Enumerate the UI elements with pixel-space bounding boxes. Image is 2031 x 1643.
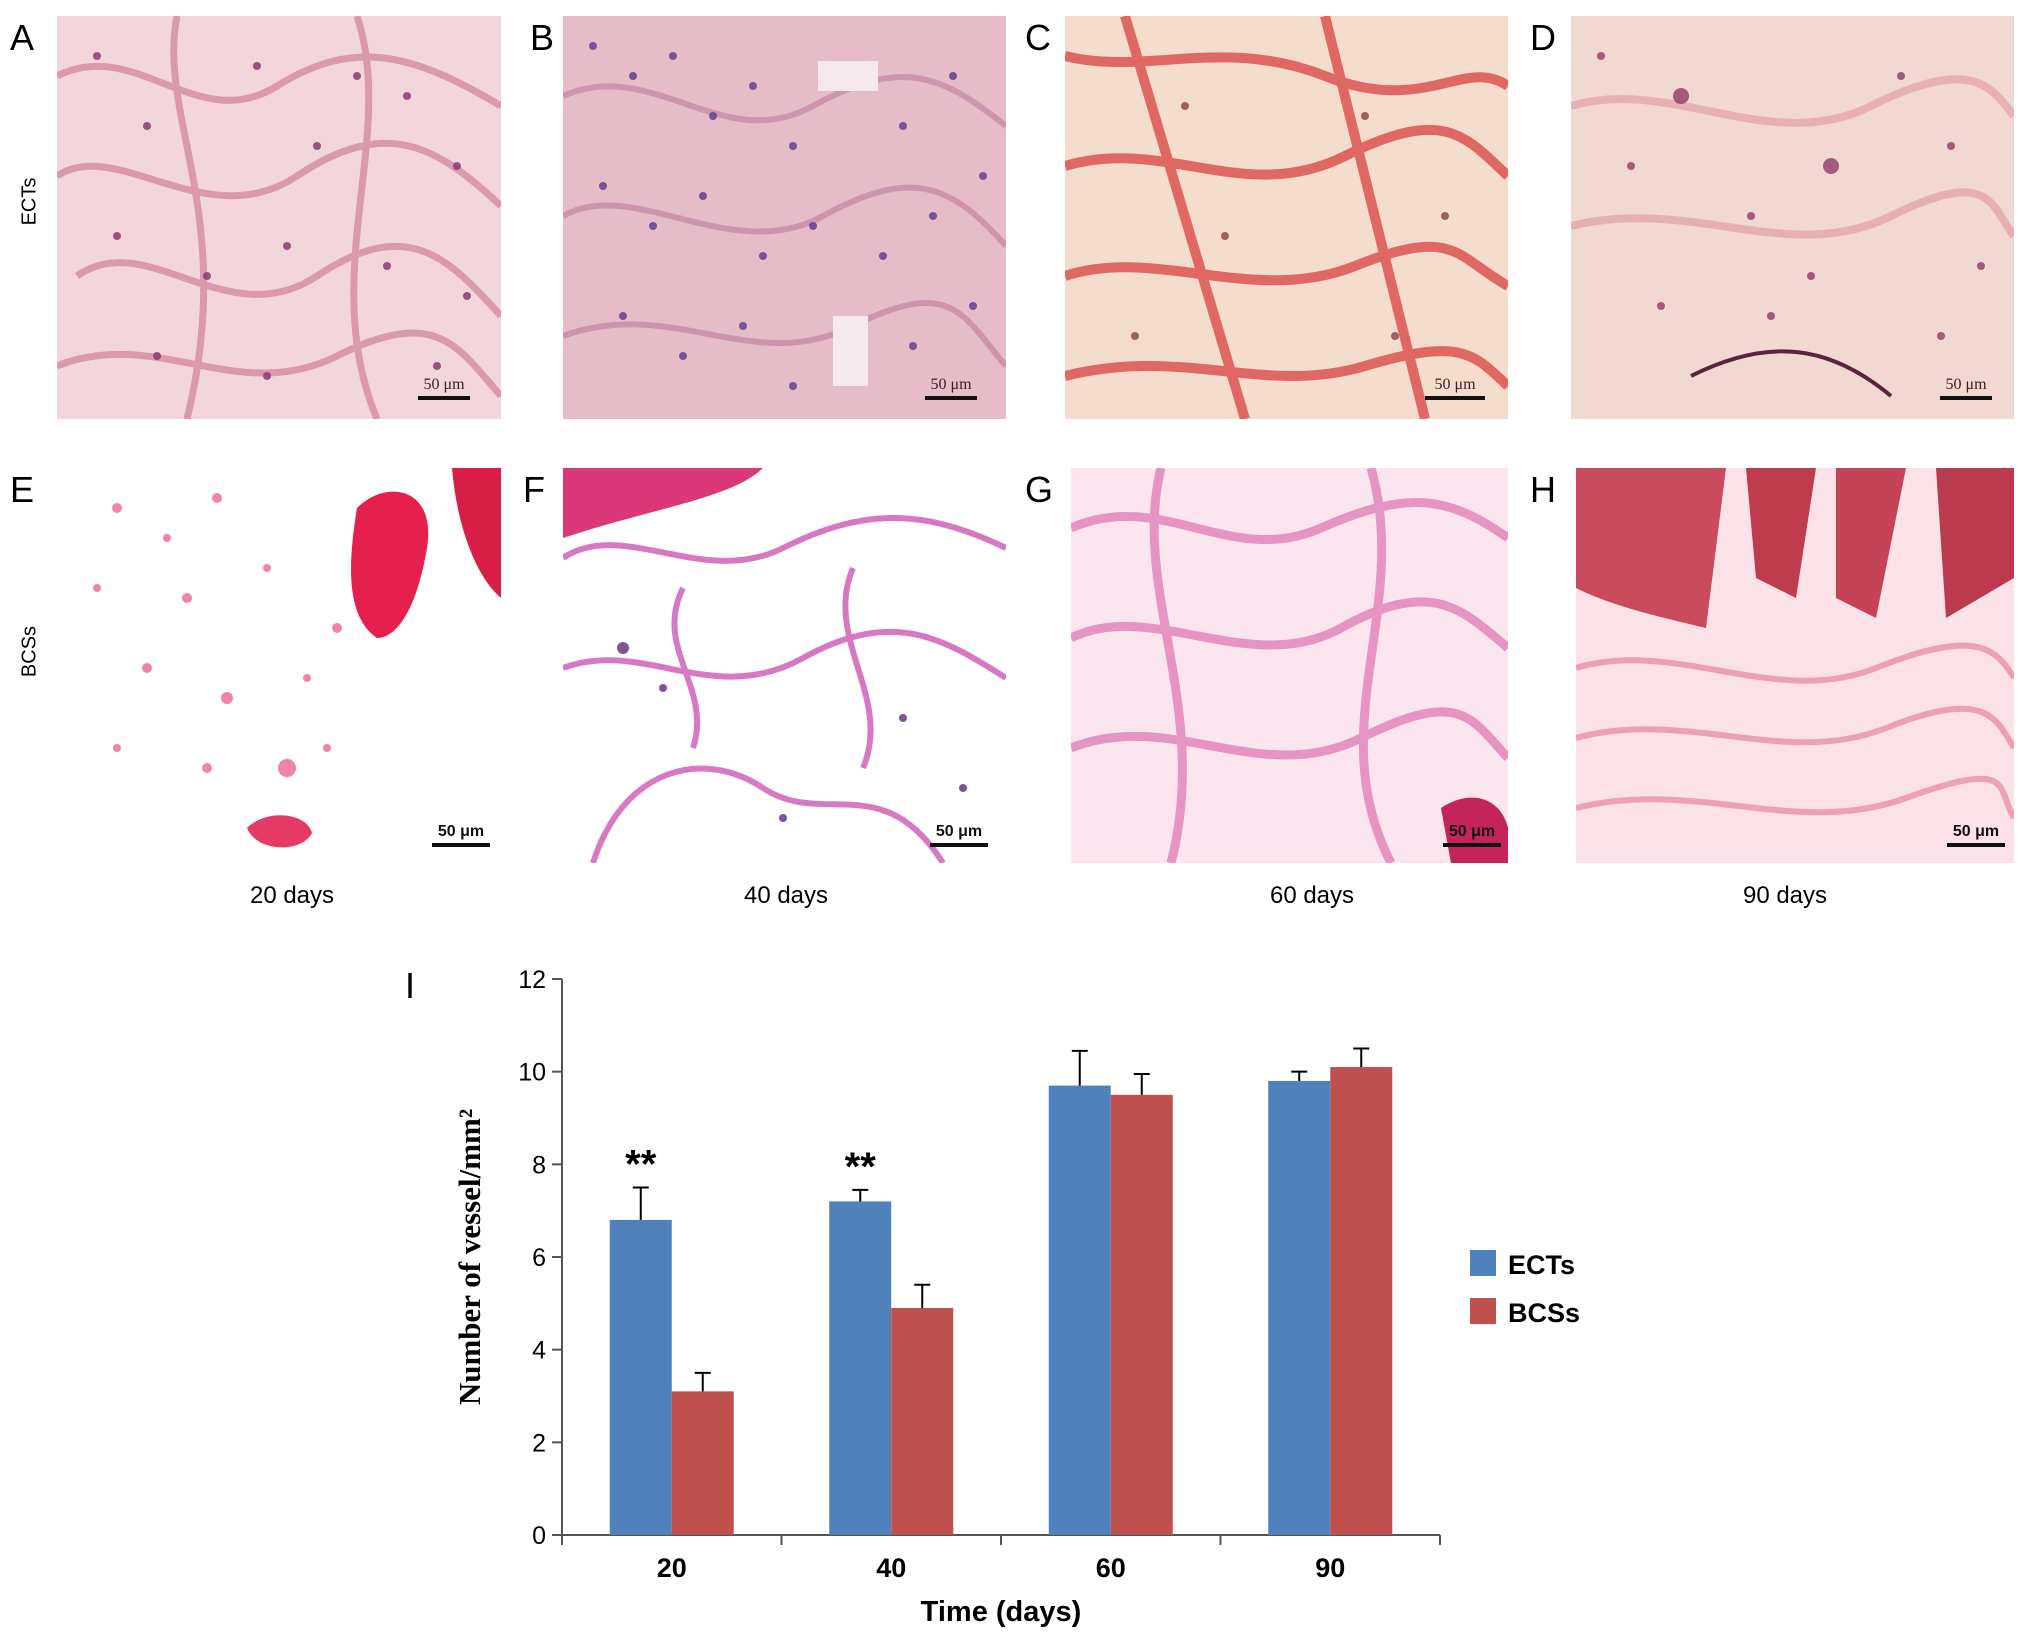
micrograph-a (57, 16, 501, 419)
scale-bar-g-line (1443, 843, 1501, 847)
x-tick-label-60: 60 (1096, 1553, 1126, 1583)
scale-bar-h: 50 μm (1947, 823, 2005, 847)
scale-bar-f-line (930, 843, 988, 847)
bar-ects-90 (1268, 1080, 1331, 1535)
micrograph-b (563, 16, 1006, 419)
micrograph-f-texture (563, 468, 1006, 863)
micrograph-c-texture (1065, 16, 1508, 419)
bar-ects-60 (1048, 1085, 1111, 1535)
panel-letter-e: E (10, 469, 35, 510)
scale-bar-a: 50 μm (418, 376, 470, 400)
bar-bcss-90 (1330, 1067, 1393, 1535)
scale-bar-f-label: 50 μm (935, 823, 983, 840)
y-tick-label-12: 12 (518, 966, 546, 994)
panel-letter-b: B (530, 17, 555, 58)
scale-bar-e: 50 μm (432, 823, 490, 847)
micrograph-h-texture (1576, 468, 2014, 863)
scale-bar-c-line (1425, 396, 1485, 400)
panel-letter-h: H (1530, 469, 1556, 510)
micrograph-b-texture (563, 16, 1006, 419)
day-label-90: 90 days (1742, 882, 1828, 909)
micrograph-h (1576, 468, 2014, 863)
scale-bar-b: 50 μm (925, 376, 977, 400)
scale-bar-g: 50 μm (1443, 823, 1501, 847)
micrograph-g (1071, 468, 1508, 863)
micrograph-e (57, 468, 501, 863)
scale-bar-a-label: 50 μm (423, 376, 465, 393)
scale-bar-d-label: 50 μm (1945, 376, 1987, 393)
bar-bcss-60 (1110, 1094, 1173, 1535)
day-label-40: 40 days (743, 882, 829, 909)
panel-letter-c: C (1025, 17, 1051, 58)
legend-label-bcss: BCSs (1508, 1298, 1580, 1328)
panel-letter-g: G (1025, 469, 1054, 510)
scale-bar-d: 50 μm (1940, 376, 1992, 400)
legend-swatch-bcss (1470, 1298, 1496, 1324)
x-tick-label-40: 40 (876, 1553, 906, 1583)
day-label-60: 60 days (1269, 882, 1355, 909)
bar-bcss-20 (671, 1391, 734, 1535)
bar-ects-20 (609, 1219, 672, 1535)
micrograph-a-texture (57, 16, 501, 419)
scale-bar-c-label: 50 μm (1434, 376, 1476, 393)
panel-letter-a: A (10, 17, 35, 58)
scale-bar-h-line (1947, 843, 2005, 847)
panel-letter-i: I (405, 965, 416, 1006)
scale-bar-h-label: 50 μm (1952, 823, 2000, 840)
significance-marker-40: ** (845, 1145, 877, 1189)
y-tick-label-10: 10 (518, 1059, 546, 1087)
scale-bar-a-line (418, 396, 470, 400)
y-tick-label-2: 2 (532, 1429, 546, 1457)
y-tick-label-4: 4 (532, 1337, 546, 1365)
panel-letter-f: F (523, 469, 545, 510)
day-label-20: 20 days (249, 882, 335, 909)
significance-marker-20: ** (625, 1143, 657, 1187)
x-tick-label-90: 90 (1315, 1553, 1345, 1583)
bar-ects-40 (829, 1201, 892, 1535)
scale-bar-d-line (1940, 396, 1992, 400)
y-tick-label-6: 6 (532, 1244, 546, 1272)
scale-bar-b-label: 50 μm (930, 376, 972, 393)
scale-bar-b-line (925, 396, 977, 400)
scale-bar-c: 50 μm (1425, 376, 1485, 400)
panel-letter-d: D (1530, 17, 1556, 58)
micrograph-c (1065, 16, 1508, 419)
y-tick-label-8: 8 (532, 1151, 546, 1179)
scale-bar-e-line (432, 843, 490, 847)
micrograph-d (1571, 16, 2014, 419)
x-axis-title: Time (days) (921, 1596, 1082, 1628)
y-tick-label-0: 0 (532, 1522, 546, 1550)
micrograph-d-texture (1571, 16, 2014, 419)
legend-swatch-ects (1470, 1250, 1496, 1276)
scale-bar-e-label: 50 μm (437, 823, 485, 840)
micrograph-g-texture (1071, 468, 1508, 863)
scale-bar-f: 50 μm (930, 823, 988, 847)
legend-label-ects: ECTs (1508, 1250, 1575, 1280)
micrograph-e-texture (57, 468, 501, 863)
y-axis-title: Number of vessel/mm² (452, 1109, 487, 1405)
bar-bcss-40 (891, 1307, 954, 1535)
scale-bar-g-label: 50 μm (1448, 823, 1496, 840)
x-tick-label-20: 20 (657, 1553, 687, 1583)
micrograph-f (563, 468, 1006, 863)
